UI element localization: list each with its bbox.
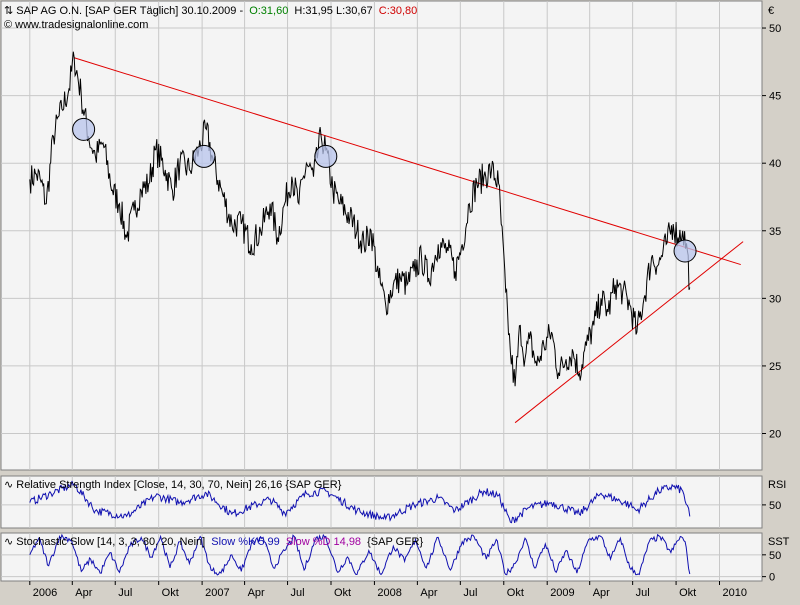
x-tick-label: 2010 [723,587,747,599]
x-tick-label: Okt [507,587,524,599]
stoch-y-tick-label: 0 [769,572,775,584]
x-tick-label: 2008 [377,587,401,599]
y-axis-labels: 50 45 40 35 30 25 20 50 50 0 [762,23,781,584]
stoch-d-label: Slow %D 14,98 [286,536,361,548]
trendline-1 [74,57,741,266]
symbol-info: SAP AG O.N. [SAP GER Täglich] 30.10.2009… [16,5,243,17]
close-value: C:30,80 [379,5,418,17]
rsi-panel [0,475,763,529]
rsi-line [29,480,691,524]
stoch-title: Stochastic Slow [14, 3, 3, 80, 20, Nein] [16,536,205,548]
x-tick-label: 2009 [550,587,574,599]
stoch-y-tick-label: 50 [769,550,781,562]
x-tick-label: Jul [463,587,477,599]
price-y-tick-label: 40 [769,158,781,170]
rsi-series [29,480,691,524]
stoch-source: {SAP GER} [367,536,423,548]
high-low-value: H:31,95 L:30,67 [294,5,372,17]
x-tick-label: Jul [636,587,650,599]
x-tick-label: Apr [420,587,437,599]
price-y-tick-label: 25 [769,361,781,373]
rsi-title: Relative Strength Index [Close, 14, 30, … [16,479,341,491]
x-tick-label: Apr [593,587,610,599]
price-y-tick-label: 50 [769,23,781,35]
stoch-k-label: Slow %K 5,99 [211,536,279,548]
price-line [29,51,691,387]
x-tick-label: Jul [291,587,305,599]
trendlines [74,57,744,424]
circle-marker [673,239,697,263]
trendline-2 [514,241,744,424]
open-value: O:31,60 [249,5,288,17]
x-tick-label: Apr [75,587,92,599]
header-icon: ⇅ [4,5,16,17]
x-tick-label: Apr [248,587,265,599]
x-tick-label: Okt [334,587,351,599]
stoch-header: ∿ Stochastic Slow [14, 3, 3, 80, 20, Nei… [4,536,424,548]
source-label: © www.tradesignalonline.com [4,19,148,31]
rsi-ylabel: RSI [768,479,786,491]
rsi-y-tick-label: 50 [769,500,781,512]
price-y-tick-label: 45 [769,91,781,103]
price-series [29,51,691,387]
x-tick-label: Okt [679,587,696,599]
stoch-series [29,533,691,576]
stoch-ylabel: SST [768,536,790,548]
grid-layer [1,1,762,581]
x-tick-label: Jul [118,587,132,599]
price-y-tick-label: 20 [769,429,781,441]
x-tick-label: 2006 [33,587,57,599]
circle-marker [314,144,338,168]
x-tick-label: Okt [162,587,179,599]
x-axis-labels: 2006 Apr Jul Okt 2007 Apr Jul Okt 2008 Apr Jul Okt 2… [29,581,747,599]
circle-marker [192,144,216,168]
circle-marker [72,117,96,141]
markers [72,117,697,263]
rsi-header: ∿ Relative Strength Index [Close, 14, 30… [4,479,342,491]
price-y-tick-label: 30 [769,293,781,305]
header-line: ⇅ SAP AG O.N. [SAP GER Täglich] 30.10.20… [4,5,417,17]
stoch-k-line [29,533,691,576]
x-tick-label: 2007 [205,587,229,599]
currency-label: € [768,5,774,17]
price-y-tick-label: 35 [769,226,781,238]
